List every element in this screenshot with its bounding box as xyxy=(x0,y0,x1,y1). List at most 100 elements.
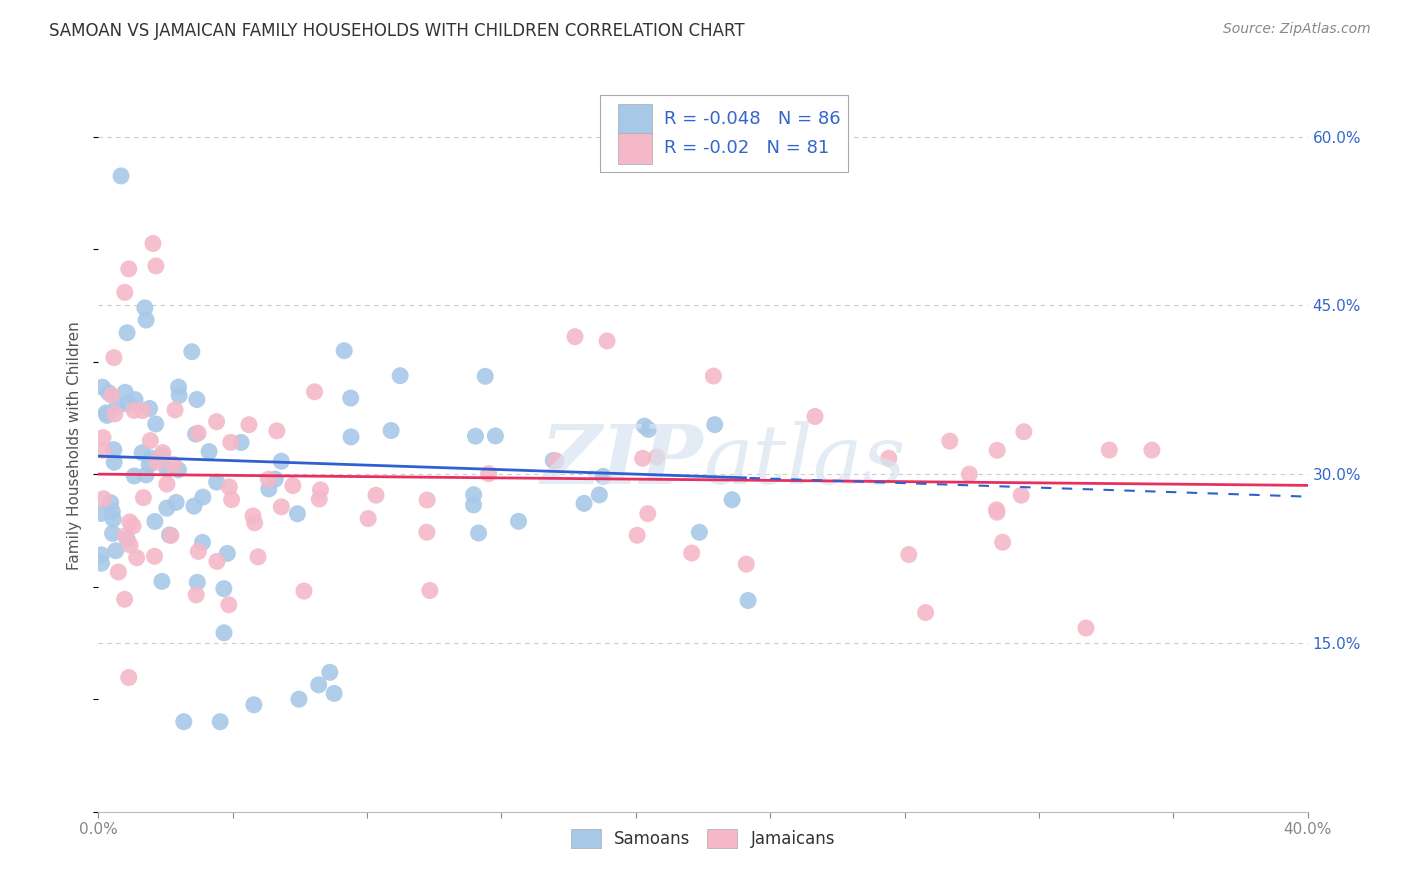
Point xyxy=(205,475,228,489)
Point xyxy=(156,462,179,476)
Point xyxy=(1012,425,1035,439)
Point xyxy=(118,261,141,276)
Point xyxy=(229,435,252,450)
Point xyxy=(681,546,703,560)
Point xyxy=(357,511,380,525)
Point xyxy=(187,426,209,441)
Point xyxy=(592,469,614,483)
Point xyxy=(96,409,118,423)
Point xyxy=(107,565,129,579)
Text: R = -0.048   N = 86: R = -0.048 N = 86 xyxy=(664,110,841,128)
Point xyxy=(467,526,489,541)
Point xyxy=(991,535,1014,549)
Point xyxy=(122,469,145,483)
Point xyxy=(463,488,485,502)
Point xyxy=(139,434,162,448)
Point xyxy=(90,556,112,570)
Point xyxy=(205,415,228,429)
Point xyxy=(319,665,342,680)
Point xyxy=(986,505,1008,519)
Y-axis label: Family Households with Children: Family Households with Children xyxy=(67,322,83,570)
Point xyxy=(270,454,292,468)
Point xyxy=(637,507,659,521)
Legend: Samoans, Jamaicans: Samoans, Jamaicans xyxy=(564,822,842,855)
Point xyxy=(721,492,744,507)
Point xyxy=(257,472,280,486)
Point xyxy=(131,403,153,417)
Point xyxy=(145,259,167,273)
Point xyxy=(270,500,292,514)
Point xyxy=(464,429,486,443)
Point xyxy=(93,491,115,506)
Point xyxy=(474,369,496,384)
Point xyxy=(735,557,758,571)
Point xyxy=(122,519,145,533)
Point xyxy=(212,625,235,640)
Point xyxy=(100,496,122,510)
Point xyxy=(150,449,173,463)
Point xyxy=(288,692,311,706)
Point xyxy=(596,334,619,348)
Point xyxy=(163,403,186,417)
Point xyxy=(143,515,166,529)
Point xyxy=(631,451,654,466)
Point xyxy=(484,429,506,443)
Point xyxy=(115,326,138,340)
Point xyxy=(100,388,122,402)
Point xyxy=(139,450,162,465)
Point xyxy=(138,458,160,472)
Point xyxy=(104,407,127,421)
Text: R = -0.02   N = 81: R = -0.02 N = 81 xyxy=(664,139,830,157)
Point xyxy=(626,528,648,542)
Point xyxy=(103,512,125,526)
FancyBboxPatch shape xyxy=(600,95,848,171)
Point xyxy=(508,514,530,528)
Point xyxy=(114,528,136,542)
Point xyxy=(463,498,485,512)
Point xyxy=(637,422,659,436)
Point xyxy=(292,584,315,599)
Point xyxy=(389,368,412,383)
Point xyxy=(125,550,148,565)
Point xyxy=(118,515,141,529)
Point xyxy=(247,549,270,564)
Point xyxy=(135,313,157,327)
Point xyxy=(117,397,139,411)
Point xyxy=(152,445,174,459)
Point xyxy=(167,380,190,394)
Point xyxy=(309,483,332,497)
Point xyxy=(120,538,142,552)
Point xyxy=(114,592,136,607)
Point xyxy=(165,495,187,509)
Point xyxy=(132,491,155,505)
Point xyxy=(702,369,724,384)
Point xyxy=(914,606,936,620)
Point xyxy=(184,427,207,442)
Point xyxy=(333,343,356,358)
Point xyxy=(110,169,132,183)
Point xyxy=(323,686,346,700)
Point xyxy=(304,384,326,399)
Point xyxy=(118,671,141,685)
Point xyxy=(198,444,221,458)
Point xyxy=(281,478,304,492)
Point xyxy=(264,472,287,486)
Point xyxy=(167,388,190,402)
Point xyxy=(186,575,208,590)
Point xyxy=(218,480,240,494)
Point xyxy=(191,490,214,504)
Point xyxy=(91,380,114,394)
Point xyxy=(546,454,568,468)
Point xyxy=(103,455,125,469)
Point xyxy=(543,453,565,467)
Point xyxy=(340,430,363,444)
Point xyxy=(124,392,146,407)
Point xyxy=(150,574,173,589)
Point xyxy=(90,507,112,521)
Point xyxy=(1140,443,1163,458)
Point xyxy=(243,698,266,712)
Point xyxy=(104,543,127,558)
Point xyxy=(217,546,239,560)
Point xyxy=(238,417,260,432)
Point xyxy=(191,535,214,549)
